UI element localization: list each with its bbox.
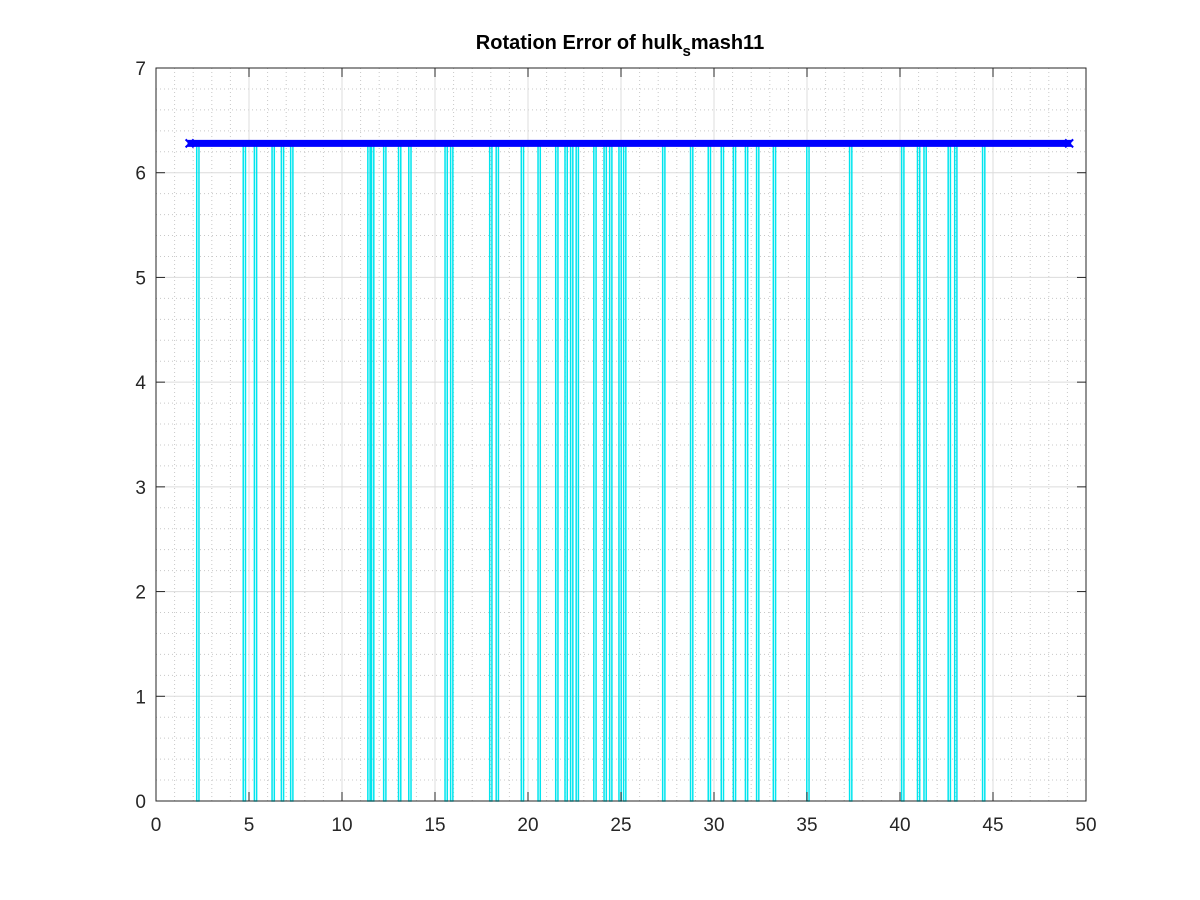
x-tick-label: 15 <box>424 815 445 836</box>
x-tick-label: 35 <box>796 815 817 836</box>
chart-title-main: Rotation Error of hulk <box>476 32 684 54</box>
x-tick-label: 10 <box>331 815 352 836</box>
y-axis-ticks: 0 1 2 3 4 5 6 7 <box>135 59 1086 813</box>
y-tick-label: 0 <box>135 792 146 813</box>
x-tick-label: 20 <box>517 815 538 836</box>
y-tick-label: 1 <box>135 687 146 708</box>
chart-title-subscript: s <box>682 43 690 60</box>
x-tick-label: 5 <box>244 815 255 836</box>
x-tick-label: 30 <box>703 815 724 836</box>
y-tick-label: 4 <box>135 373 146 394</box>
x-tick-label: 25 <box>610 815 631 836</box>
y-tick-label: 7 <box>135 59 146 80</box>
series-marker-blue-start <box>184 138 195 149</box>
plot-series <box>184 138 1074 802</box>
x-tick-label: 0 <box>151 815 162 836</box>
x-tick-label: 50 <box>1075 815 1096 836</box>
y-tick-label: 5 <box>135 268 146 289</box>
x-axis-ticks: 0 5 10 15 20 25 30 35 40 45 50 <box>151 68 1097 836</box>
y-tick-label: 3 <box>135 478 146 499</box>
y-tick-label: 6 <box>135 164 146 185</box>
chart-title: Rotation Error of hulksmash11 <box>476 32 764 60</box>
y-tick-label: 2 <box>135 583 146 604</box>
series-marker-blue-end <box>1064 138 1074 149</box>
x-tick-label: 40 <box>889 815 910 836</box>
chart-title-suffix: mash11 <box>691 32 764 54</box>
x-tick-label: 45 <box>982 815 1003 836</box>
